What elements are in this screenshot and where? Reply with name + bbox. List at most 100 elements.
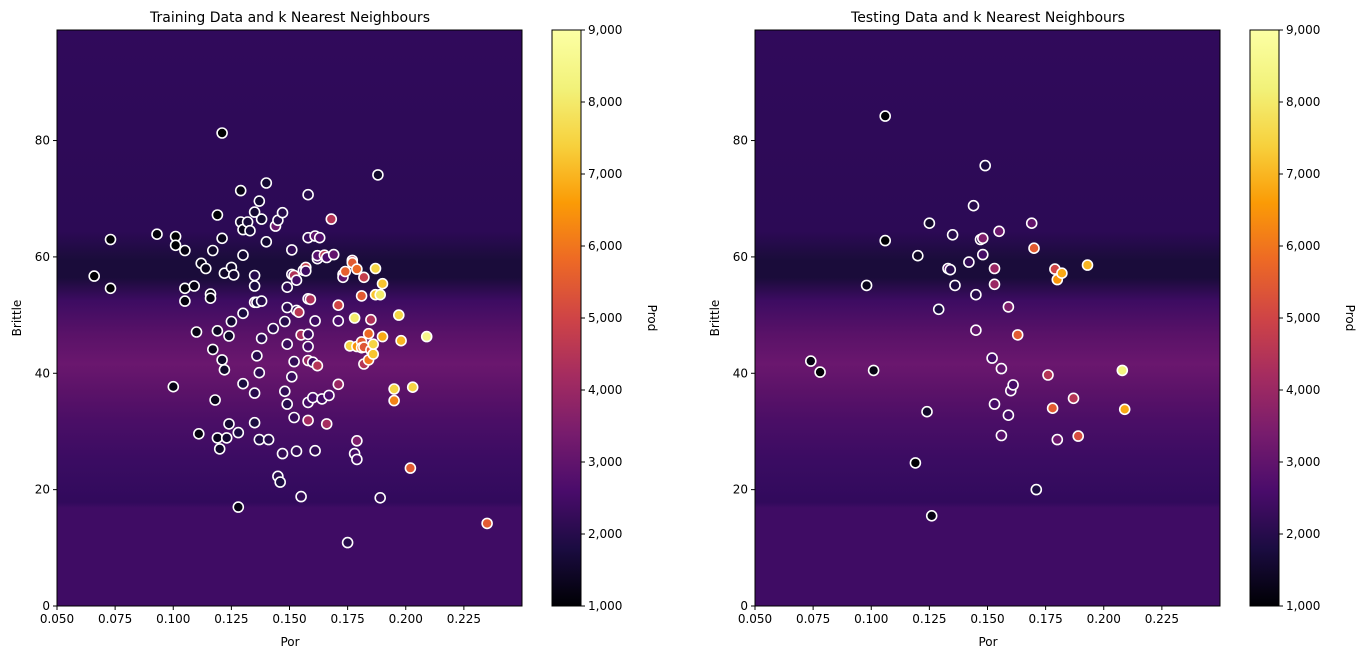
- training-point: [281, 301, 294, 314]
- training-point: [207, 343, 219, 356]
- testing-point: [860, 279, 873, 292]
- training-point: [351, 434, 363, 447]
- testing-x-tick-label: 0.225: [1145, 612, 1179, 626]
- training-point: [481, 517, 493, 530]
- training-point: [211, 209, 224, 221]
- training-point: [237, 377, 249, 390]
- testing-point: [879, 110, 892, 122]
- training-point: [237, 307, 249, 320]
- testing-x-ticks: 0.050 0.075 0.100 0.125 0.150 0.175 0.200 0.225: [738, 606, 1179, 626]
- training-point: [220, 432, 233, 444]
- testing-point: [925, 509, 938, 522]
- training-point: [253, 433, 266, 446]
- training-point: [404, 462, 417, 474]
- testing-point: [921, 405, 933, 418]
- testing-point: [1046, 402, 1059, 415]
- training-point: [332, 378, 345, 391]
- training-point: [276, 447, 289, 460]
- testing-point: [967, 199, 980, 212]
- training-point: [179, 295, 191, 307]
- training-point: [244, 224, 256, 237]
- training-point: [367, 348, 380, 360]
- training-point: [179, 244, 191, 257]
- training-point: [255, 213, 268, 225]
- training-point: [285, 244, 298, 256]
- training-point: [248, 206, 261, 218]
- training-point: [309, 315, 321, 327]
- training-point: [332, 315, 345, 327]
- testing-colorbar-tick-label: 5,000: [1286, 311, 1320, 325]
- testing-x-tick-label: 0.050: [738, 612, 772, 626]
- testing-title: Testing Data and k Nearest Neighbours: [850, 10, 1125, 26]
- training-point: [306, 391, 319, 404]
- testing-point: [986, 352, 998, 364]
- testing-colorbar-tick-label: 8,000: [1286, 95, 1320, 109]
- testing-point: [814, 366, 826, 378]
- testing-x-tick-label: 0.150: [970, 612, 1004, 626]
- testing-x-tick-label: 0.175: [1028, 612, 1062, 626]
- testing-y-tick-label: 40: [733, 366, 748, 380]
- training-x-tick-label: 0.175: [330, 612, 364, 626]
- training-point: [104, 282, 117, 295]
- training-point: [302, 328, 314, 341]
- training-y-ticks: 0 20 40 60 80: [35, 134, 57, 613]
- training-x-tick-label: 0.150: [272, 612, 306, 626]
- testing-point: [923, 217, 936, 229]
- testing-point: [988, 398, 1001, 410]
- testing-point: [970, 324, 982, 337]
- training-point: [295, 490, 307, 503]
- training-point: [248, 269, 261, 282]
- testing-y-tick-label: 80: [733, 134, 748, 148]
- testing-point: [970, 288, 982, 301]
- training-point: [332, 299, 345, 312]
- testing-x-tick-label: 0.125: [912, 612, 946, 626]
- testing-colorbar-ticks: 1,000 2,000 3,000 4,000 5,000 6,000 7,000 8,000…: [1279, 23, 1320, 613]
- training-x-tick-label: 0.050: [40, 612, 74, 626]
- training-x-tick-label: 0.075: [98, 612, 132, 626]
- testing-point: [1002, 301, 1015, 313]
- training-colorbar-tick-label: 5,000: [588, 311, 622, 325]
- testing-point: [1051, 433, 1064, 446]
- training-x-tick-label: 0.125: [214, 612, 248, 626]
- training-point: [302, 414, 314, 427]
- testing-x-tick-label: 0.200: [1087, 612, 1121, 626]
- training-point: [341, 536, 354, 549]
- training-point: [253, 366, 266, 379]
- testing-colorbar-tick-label: 9,000: [1286, 23, 1320, 37]
- training-point: [302, 340, 314, 353]
- testing-point: [1081, 259, 1094, 271]
- testing-point: [932, 303, 945, 316]
- testing-y-tick-label: 60: [733, 250, 748, 264]
- training-point: [207, 244, 219, 257]
- training-point: [169, 239, 182, 252]
- training-point: [369, 262, 382, 275]
- training-point: [216, 232, 228, 245]
- training-points: [88, 127, 493, 549]
- testing-point: [879, 234, 892, 247]
- training-point: [302, 188, 314, 201]
- testing-point: [976, 248, 989, 261]
- training-point: [372, 169, 384, 181]
- training-point: [188, 280, 200, 292]
- training-point: [248, 416, 261, 429]
- testing-panel: Testing Data and k Nearest Neighbours 0.…: [708, 10, 1357, 649]
- training-colorbar-tick-label: 2,000: [588, 527, 622, 541]
- testing-point: [1002, 409, 1015, 422]
- testing-point: [979, 159, 992, 172]
- training-point: [323, 389, 335, 402]
- training-x-tick-label: 0.100: [156, 612, 190, 626]
- training-point: [232, 426, 245, 439]
- testing-point: [988, 262, 1001, 275]
- testing-point: [1118, 403, 1131, 416]
- testing-points: [804, 110, 1131, 522]
- training-y-label: Brittle: [10, 300, 24, 337]
- training-point: [209, 394, 221, 406]
- training-colorbar-ticks: 1,000 2,000 3,000 4,000 5,000 6,000 7,000 8,000…: [581, 23, 622, 613]
- testing-point: [1025, 217, 1038, 229]
- testing-point: [944, 263, 957, 276]
- training-point: [104, 233, 117, 246]
- training-colorbar-tick-label: 6,000: [588, 239, 622, 253]
- training-colorbar-tick-label: 3,000: [588, 455, 622, 469]
- testing-point: [911, 249, 924, 262]
